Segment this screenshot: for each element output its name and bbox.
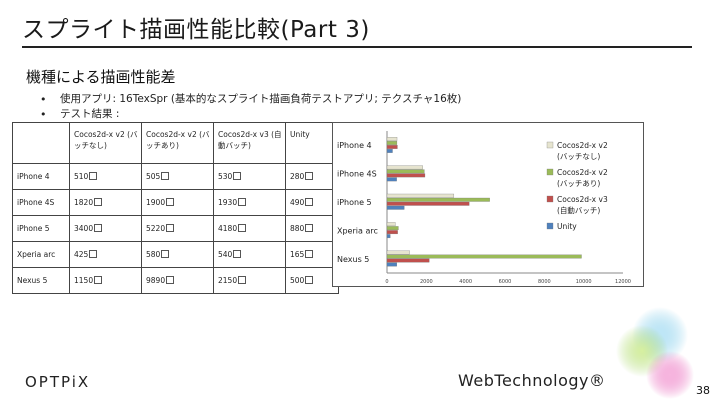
slide-title: スプライト描画性能比較(Part 3) (22, 17, 370, 43)
device-cell: iPhone 4 (12, 163, 70, 190)
webtechnology-logo: WebTechnology® (458, 371, 606, 390)
bar (386, 177, 397, 182)
value-cell: 580 (141, 241, 214, 268)
legend-label: Unity (557, 222, 577, 231)
value-cell: 1150 (69, 267, 142, 294)
bar-chart: iPhone 4 iPhone 4S iPhone 5 Xperia arc Nexus… (332, 122, 644, 287)
table-header-cell: Cocos2d-x v2 (バッチなし) (69, 122, 142, 164)
optpix-logo: OPTPiX (25, 373, 91, 391)
device-cell: iPhone 4S (12, 189, 70, 216)
category-label: iPhone 4S (337, 170, 377, 179)
value-cell: 490 (285, 189, 339, 216)
table-row: iPhone 5 3400 5220 4180 880 (12, 215, 339, 242)
bullet-list: 使用アプリ: 16TexSpr (基本的なスプライト描画負荷テストアプリ; テク… (40, 92, 461, 122)
bar (386, 173, 426, 178)
category-label: Xperia arc (337, 226, 378, 235)
category-label: iPhone 4 (337, 141, 372, 150)
bullet-app: 使用アプリ: 16TexSpr (基本的なスプライト描画負荷テストアプリ; テク… (40, 92, 461, 107)
x-tick-label: 8000 (538, 279, 551, 285)
bar (386, 137, 398, 141)
device-cell: iPhone 5 (12, 215, 70, 242)
x-tick-label: 12000 (615, 279, 631, 285)
legend-swatch (546, 195, 554, 203)
title-underline (22, 46, 692, 48)
value-cell: 5220 (141, 215, 214, 242)
value-cell: 1820 (69, 189, 142, 216)
table-row: Xperia arc 425 580 540 165 (12, 241, 339, 268)
table-row: Nexus 5 1150 9890 2150 500 (12, 267, 339, 294)
legend-swatch (546, 222, 554, 230)
x-tick-label: 2000 (420, 279, 433, 285)
bar (386, 201, 470, 206)
table-header-row: Cocos2d-x v2 (バッチなし) Cocos2d-x v2 (バッチあり… (12, 122, 339, 164)
device-cell: Nexus 5 (12, 267, 70, 294)
value-cell: 880 (285, 215, 339, 242)
table-row: iPhone 4S 1820 1900 1930 490 (12, 189, 339, 216)
legend-label: (バッチなし) (557, 152, 600, 161)
value-cell: 3400 (69, 215, 142, 242)
x-tick-label: 10000 (576, 279, 592, 285)
bar (386, 165, 423, 170)
value-cell: 1900 (141, 189, 214, 216)
decorative-graphic (616, 307, 694, 399)
bar (386, 234, 391, 239)
value-cell: 4180 (213, 215, 286, 242)
table-row: iPhone 4 510 505 530 280 (12, 163, 339, 190)
bar (386, 193, 455, 198)
slide-subtitle: 機種による描画性能差 (26, 68, 176, 86)
value-cell: 500 (285, 267, 339, 294)
device-cell: Xperia arc (12, 241, 70, 268)
bar (386, 262, 397, 267)
category-label: iPhone 5 (337, 198, 372, 207)
legend-label: Cocos2d-x v2 (557, 168, 608, 177)
legend-swatch (546, 168, 554, 176)
category-label: Nexus 5 (337, 255, 369, 264)
bar (386, 169, 425, 174)
legend-label: Cocos2d-x v3 (557, 195, 608, 204)
x-tick-label: 0 (385, 279, 388, 285)
x-tick-label: 6000 (499, 279, 512, 285)
table-header-cell: Cocos2d-x v3 (自動バッチ) (213, 122, 286, 164)
value-cell: 2150 (213, 267, 286, 294)
bar (386, 205, 405, 210)
value-cell: 530 (213, 163, 286, 190)
bar (386, 254, 582, 259)
results-table: Cocos2d-x v2 (バッチなし) Cocos2d-x v2 (バッチあり… (12, 122, 339, 294)
value-cell: 540 (213, 241, 286, 268)
bar (386, 197, 490, 202)
value-cell: 1930 (213, 189, 286, 216)
page-number: 38 (696, 384, 710, 397)
value-cell: 510 (69, 163, 142, 190)
bullet-results: テスト結果 : (40, 107, 461, 122)
value-cell: 165 (285, 241, 339, 268)
value-cell: 9890 (141, 267, 214, 294)
bar (386, 250, 410, 255)
value-cell: 280 (285, 163, 339, 190)
legend-label: Cocos2d-x v2 (557, 141, 608, 150)
legend-label: (自動バッチ) (557, 205, 600, 215)
table-header-cell (12, 122, 70, 164)
legend-label: (バッチあり) (557, 179, 600, 188)
bar (386, 226, 399, 231)
bar (386, 222, 396, 227)
bar (386, 149, 393, 153)
value-cell: 505 (141, 163, 214, 190)
bar (386, 145, 398, 149)
legend-swatch (546, 141, 554, 149)
bar (386, 230, 398, 235)
table-header-cell: Cocos2d-x v2 (バッチあり) (141, 122, 214, 164)
bar (386, 141, 398, 145)
bar (386, 258, 430, 263)
bar-chart-svg: iPhone 4 iPhone 4S iPhone 5 Xperia arc Nexus… (337, 131, 631, 285)
x-tick-label: 4000 (459, 279, 472, 285)
table-header-cell: Unity (285, 122, 339, 164)
value-cell: 425 (69, 241, 142, 268)
